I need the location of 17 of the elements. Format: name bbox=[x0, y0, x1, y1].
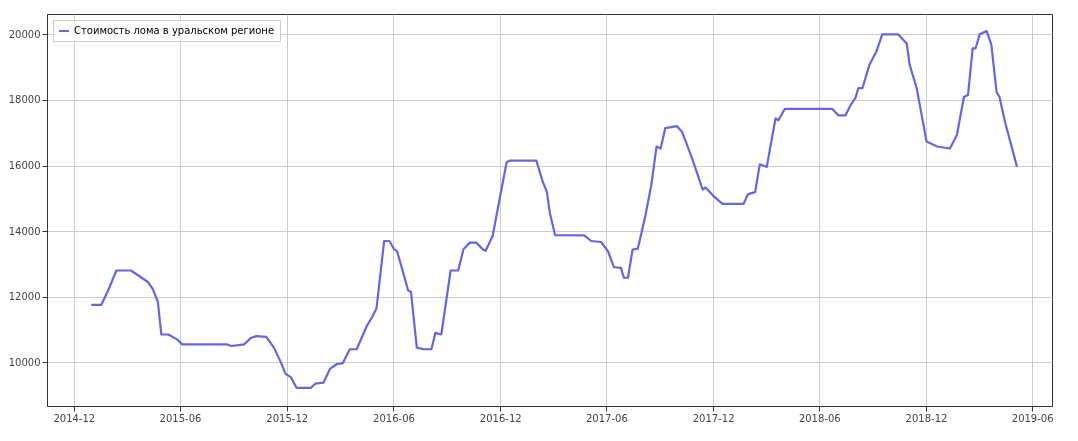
y-tick-label: 12000 bbox=[8, 291, 41, 303]
legend-label: Стоимость лома в уральском регионе bbox=[74, 25, 275, 36]
x-tick-label: 2015-06 bbox=[159, 412, 202, 424]
y-tick-label: 16000 bbox=[8, 160, 41, 172]
y-tick-label: 10000 bbox=[8, 356, 41, 368]
x-tick-label: 2017-12 bbox=[692, 412, 735, 424]
x-tick-label: 2016-06 bbox=[373, 412, 415, 424]
x-tick-label: 2019-06 bbox=[1011, 412, 1054, 424]
x-tick-label: 2017-06 bbox=[585, 412, 628, 424]
x-tick-label: 2014-12 bbox=[53, 412, 96, 424]
y-tick-label: 14000 bbox=[8, 225, 41, 237]
x-tick-label: 2015-12 bbox=[266, 412, 309, 424]
x-tick-label: 2016-12 bbox=[479, 412, 522, 424]
x-tick-label: 2018-12 bbox=[905, 412, 948, 424]
y-tick-label: 18000 bbox=[8, 94, 41, 106]
x-tick-label: 2018-06 bbox=[798, 412, 841, 424]
y-tick-label: 20000 bbox=[8, 28, 41, 40]
